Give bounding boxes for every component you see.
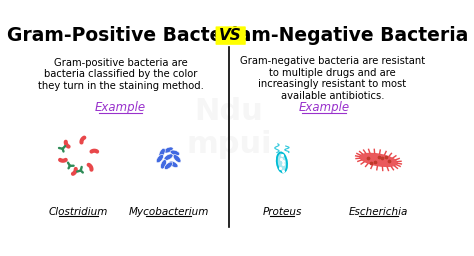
Ellipse shape xyxy=(159,148,165,157)
Text: Gram-negative bacteria are resistant
to multiple drugs and are
increasingly resi: Gram-negative bacteria are resistant to … xyxy=(240,56,425,101)
Ellipse shape xyxy=(277,153,287,172)
Ellipse shape xyxy=(170,150,180,156)
Text: Ndu
mpui: Ndu mpui xyxy=(186,97,272,159)
Ellipse shape xyxy=(173,155,181,163)
Text: Proteus: Proteus xyxy=(262,207,301,217)
Text: Example: Example xyxy=(298,101,349,114)
Ellipse shape xyxy=(359,153,398,167)
FancyBboxPatch shape xyxy=(216,26,246,45)
Ellipse shape xyxy=(164,154,173,161)
Ellipse shape xyxy=(164,162,173,169)
Ellipse shape xyxy=(164,147,173,153)
Text: Example: Example xyxy=(95,101,146,114)
Ellipse shape xyxy=(156,154,164,163)
Text: Gram-Negative Bacteria: Gram-Negative Bacteria xyxy=(213,26,468,45)
Text: Gram-positive bacteria are
bacteria classified by the color
they turn in the sta: Gram-positive bacteria are bacteria clas… xyxy=(37,58,203,91)
Ellipse shape xyxy=(169,161,178,167)
Text: Gram-Positive Bacteria: Gram-Positive Bacteria xyxy=(7,26,251,45)
Ellipse shape xyxy=(161,159,166,169)
Text: Clostridium: Clostridium xyxy=(49,207,108,217)
Text: Mycobacterium: Mycobacterium xyxy=(128,207,209,217)
Text: VS: VS xyxy=(219,28,242,43)
Text: Escherichia: Escherichia xyxy=(349,207,408,217)
